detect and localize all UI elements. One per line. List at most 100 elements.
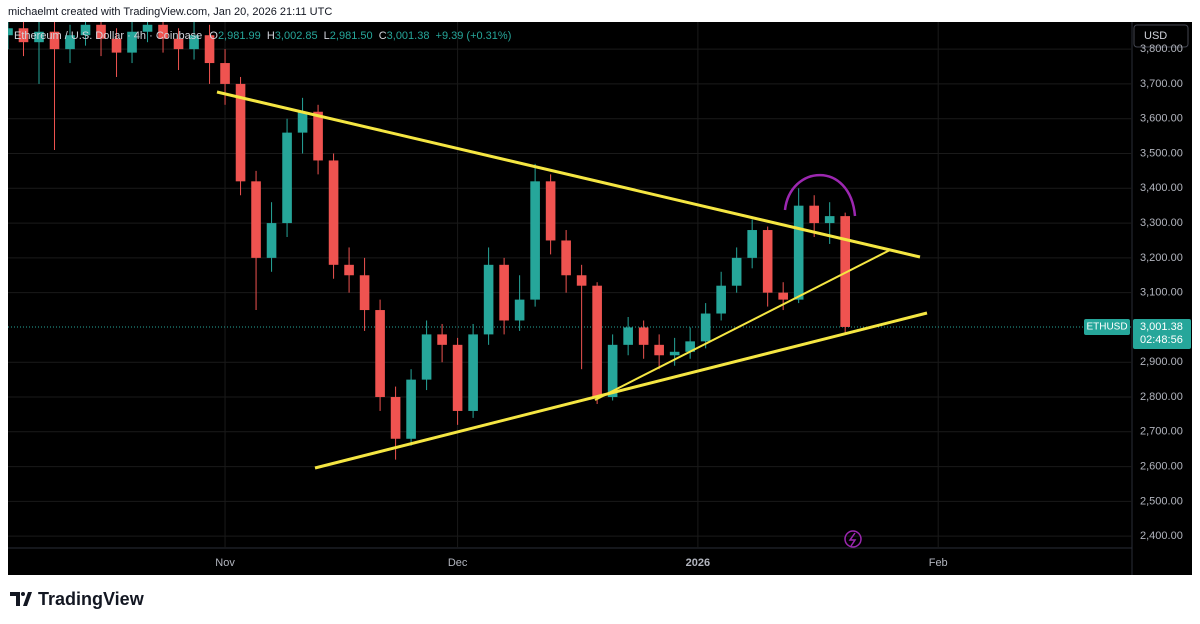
candle-body <box>762 230 773 293</box>
candle-body <box>142 24 153 32</box>
alert-icon[interactable] <box>844 530 862 548</box>
candle-body <box>313 111 323 161</box>
brand: TradingView <box>38 589 145 609</box>
brand-dot <box>21 592 25 596</box>
candle-body <box>80 24 91 36</box>
trendline <box>314 311 928 470</box>
y-tick-label: 2,900.00 <box>1140 356 1183 368</box>
y-tick-label: 3,200.00 <box>1140 252 1183 264</box>
trendline <box>594 249 891 401</box>
candle-body <box>778 292 788 300</box>
x-tick-label: Dec <box>448 557 468 569</box>
currency-button[interactable] <box>1133 24 1189 48</box>
candle-body <box>514 299 525 321</box>
candle-body <box>34 31 44 43</box>
legend-key: H <box>267 30 275 42</box>
legend-value: 3,002.85 <box>275 30 318 42</box>
currency: USD <box>1144 30 1167 42</box>
candle-body <box>189 35 199 50</box>
legend-value: 2,981.99 <box>218 30 261 42</box>
candle-body <box>592 285 602 398</box>
y-tick-label: 3,800.00 <box>1140 43 1183 55</box>
candle-body <box>375 310 385 398</box>
brand-mark <box>10 592 32 606</box>
y-tick-label: 3,600.00 <box>1140 113 1183 125</box>
symbol-label: ETHUSD <box>1086 322 1127 333</box>
y-tick-label: 3,500.00 <box>1140 147 1183 159</box>
x-tick-label: Nov <box>215 557 235 569</box>
candle-body <box>65 35 75 50</box>
candle-body <box>8 28 13 36</box>
candle-body <box>545 181 556 241</box>
candle-body <box>452 344 463 411</box>
price-label: 3,001.38 <box>1140 321 1183 333</box>
candle-body <box>266 223 277 258</box>
candle-body <box>49 31 60 50</box>
candle-body <box>220 63 230 84</box>
candle-body <box>282 132 292 224</box>
candle-body <box>530 181 540 300</box>
candle-body <box>204 35 215 64</box>
candle-body <box>127 31 137 53</box>
candle-body <box>96 24 106 39</box>
candles <box>8 22 850 460</box>
candle-body <box>809 205 819 224</box>
candle-body <box>421 334 432 380</box>
watermark: michaelmt created with TradingView.com, … <box>8 6 332 18</box>
candle-body <box>499 264 509 321</box>
candle-body <box>359 275 370 311</box>
candle-body <box>158 24 168 39</box>
candle-body <box>297 111 308 133</box>
legend-change: +9.39 (+0.31%) <box>436 30 512 42</box>
y-tick-label: 3,700.00 <box>1140 78 1183 90</box>
candle-body <box>623 327 633 345</box>
legend-text: Ethereum / U.S. Dollar · 4h · Coinbase O… <box>14 30 511 42</box>
legend-value: 2,981.50 <box>330 30 373 42</box>
candle-body <box>824 216 835 224</box>
candle-body <box>716 285 726 314</box>
legend-key: O <box>209 30 218 42</box>
alert-icon-bolt <box>848 532 857 547</box>
grid <box>8 22 1132 548</box>
candle-body <box>638 327 649 345</box>
y-tick-label: 3,400.00 <box>1140 182 1183 194</box>
candle-body <box>561 240 571 276</box>
y-tick-label: 2,800.00 <box>1140 391 1183 403</box>
axes: 2,400.00 2,500.00 2,600.00 2,700.00 2,800.00… <box>215 43 1191 569</box>
y-tick-label: 3,100.00 <box>1140 287 1183 299</box>
candle-body <box>840 216 850 327</box>
drawings <box>216 90 928 548</box>
y-tick-label: 2,700.00 <box>1140 426 1183 438</box>
y-tick-label: 3,300.00 <box>1140 217 1183 229</box>
x-tick-label: Feb <box>929 557 948 569</box>
legend: Ethereum / U.S. Dollar · 4h · Coinbase O… <box>14 30 511 42</box>
legend-symbol: Ethereum / U.S. Dollar · 4h · Coinbase <box>14 30 202 42</box>
candle-body <box>406 379 416 439</box>
candle-body <box>251 181 261 258</box>
symbol-tag <box>1084 318 1130 335</box>
trendline <box>216 90 921 259</box>
candle-body <box>173 38 184 50</box>
candle-body <box>747 230 757 258</box>
x-tick-label: 2026 <box>686 557 710 569</box>
candle-body <box>700 313 711 342</box>
countdown-label: 02:48:56 <box>1140 334 1183 346</box>
legend-key: L <box>324 30 330 42</box>
candle-body <box>483 264 494 335</box>
y-tick-label: 2,500.00 <box>1140 495 1183 507</box>
candle-body <box>437 334 447 345</box>
candle-body <box>685 341 695 352</box>
price-tag <box>1133 318 1191 349</box>
arc-drawing <box>783 174 857 217</box>
candle-body <box>576 275 587 286</box>
candle-body <box>344 264 354 276</box>
candle-body <box>468 334 478 411</box>
candle-body <box>235 83 246 182</box>
candle-body <box>669 351 680 356</box>
legend-key: C <box>379 30 387 42</box>
candle-body <box>654 344 664 356</box>
candle-body <box>793 205 804 300</box>
brand-logo: TradingView <box>10 589 145 609</box>
